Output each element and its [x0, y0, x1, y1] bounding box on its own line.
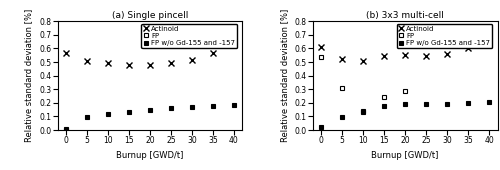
Title: (a) Single pincell: (a) Single pincell: [112, 11, 188, 20]
Actinoid: [465, 47, 471, 49]
FP w/o Gd-155 and -157: [168, 107, 174, 109]
FP w/o Gd-155 and -157: [147, 109, 153, 111]
FP w/o Gd-155 and -157: [486, 101, 492, 103]
FP w/o Gd-155 and -157: [210, 105, 216, 107]
Actinoid: [402, 54, 408, 56]
FP: [318, 56, 324, 58]
Actinoid: [105, 62, 111, 64]
Actinoid: [168, 62, 174, 64]
FP w/o Gd-155 and -157: [423, 103, 429, 105]
FP w/o Gd-155 and -157: [231, 104, 237, 106]
FP w/o Gd-155 and -157: [360, 111, 366, 113]
Actinoid: [339, 58, 345, 60]
Actinoid: [231, 43, 237, 45]
FP w/o Gd-155 and -157: [444, 103, 450, 105]
Line: Actinoid: Actinoid: [318, 41, 492, 63]
FP: [339, 87, 345, 89]
FP w/o Gd-155 and -157: [105, 113, 111, 115]
FP w/o Gd-155 and -157: [84, 116, 90, 118]
FP w/o Gd-155 and -157: [63, 128, 69, 130]
Line: Actinoid: Actinoid: [63, 42, 236, 68]
Title: (b) 3x3 multi-cell: (b) 3x3 multi-cell: [366, 11, 444, 20]
FP w/o Gd-155 and -157: [189, 106, 195, 108]
X-axis label: Burnup [GWD/t]: Burnup [GWD/t]: [116, 151, 184, 160]
Actinoid: [126, 64, 132, 66]
Actinoid: [486, 43, 492, 45]
Actinoid: [210, 52, 216, 54]
Actinoid: [444, 53, 450, 55]
Legend: Actinoid, FP, FP w/o Gd-155 and -157: Actinoid, FP, FP w/o Gd-155 and -157: [396, 24, 492, 48]
FP: [381, 96, 387, 98]
Actinoid: [189, 59, 195, 61]
Actinoid: [318, 46, 324, 48]
X-axis label: Burnup [GWD/t]: Burnup [GWD/t]: [372, 151, 439, 160]
Legend: Actinoid, FP, FP w/o Gd-155 and -157: Actinoid, FP, FP w/o Gd-155 and -157: [142, 24, 238, 48]
FP w/o Gd-155 and -157: [465, 102, 471, 104]
Line: FP w/o Gd-155 and -157: FP w/o Gd-155 and -157: [64, 103, 236, 132]
FP w/o Gd-155 and -157: [339, 116, 345, 118]
Line: FP w/o Gd-155 and -157: FP w/o Gd-155 and -157: [318, 100, 492, 129]
Actinoid: [423, 55, 429, 57]
Line: FP: FP: [318, 54, 408, 113]
Actinoid: [360, 60, 366, 62]
Actinoid: [147, 64, 153, 66]
FP w/o Gd-155 and -157: [402, 103, 408, 105]
Actinoid: [84, 60, 90, 62]
FP w/o Gd-155 and -157: [126, 111, 132, 113]
Y-axis label: Relative standard deviation [%]: Relative standard deviation [%]: [24, 9, 34, 142]
FP: [360, 110, 366, 112]
FP w/o Gd-155 and -157: [318, 126, 324, 128]
FP w/o Gd-155 and -157: [381, 105, 387, 107]
FP: [402, 90, 408, 92]
Y-axis label: Relative standard deviation [%]: Relative standard deviation [%]: [280, 9, 288, 142]
Actinoid: [63, 52, 69, 54]
Actinoid: [381, 55, 387, 57]
